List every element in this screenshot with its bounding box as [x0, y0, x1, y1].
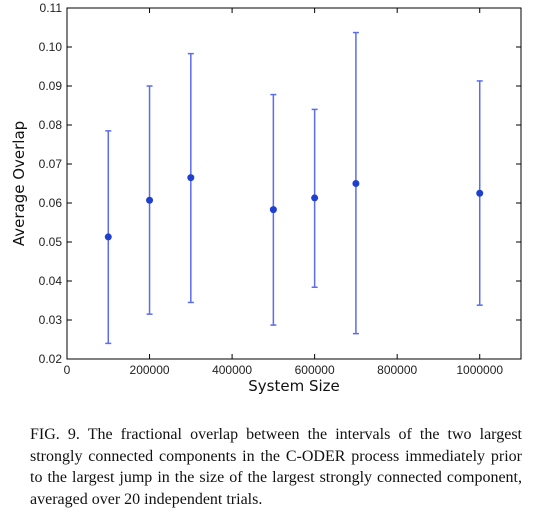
data-point [476, 189, 484, 197]
y-tick-label: 0.04 [39, 274, 63, 288]
y-tick-label: 0.10 [39, 40, 63, 54]
x-axis-ticks: 0 200000 400000 600000 800000 1000000 [64, 8, 503, 377]
data-point-group [269, 93, 277, 326]
y-axis-ticks: 0.02 0.03 0.04 0.05 0.06 0.07 0.08 0.09 0.10 0.11 [39, 1, 521, 366]
y-tick-label: 0.03 [39, 313, 63, 327]
y-tick-label: 0.07 [39, 157, 63, 171]
data-point-group [352, 31, 360, 335]
data-point-group [187, 52, 195, 304]
plot-area-frame [66, 7, 522, 360]
data-point [269, 206, 277, 214]
chart-marks [104, 31, 484, 345]
x-tick-label: 0 [64, 363, 71, 377]
data-point [352, 180, 360, 187]
y-tick-label: 0.06 [39, 196, 63, 210]
data-point [311, 194, 319, 202]
y-axis-label: Average Overlap [10, 121, 28, 246]
y-tick-label: 0.05 [39, 235, 63, 249]
y-tick-label: 0.08 [39, 118, 63, 132]
x-axis-label: System Size [248, 377, 340, 395]
x-tick-label: 600000 [295, 363, 335, 377]
figure-caption: FIG. 9. The fractional overlap between t… [30, 426, 522, 508]
y-tick-label: 0.02 [39, 352, 63, 366]
x-tick-label: 400000 [212, 363, 252, 377]
data-point [146, 196, 154, 204]
x-tick-label: 1000000 [456, 363, 503, 377]
data-point-group [476, 80, 484, 306]
y-tick-label: 0.09 [39, 79, 63, 93]
data-point-group [104, 130, 112, 345]
x-tick-label: 800000 [377, 363, 417, 377]
data-point-group [311, 108, 319, 288]
x-tick-label: 200000 [130, 363, 170, 377]
data-point [104, 233, 112, 241]
y-tick-label: 0.11 [40, 1, 63, 15]
chart: 0 200000 400000 600000 800000 1000000 0.020.0… [10, 1, 522, 395]
data-point-group [146, 85, 154, 315]
data-point [187, 174, 195, 182]
